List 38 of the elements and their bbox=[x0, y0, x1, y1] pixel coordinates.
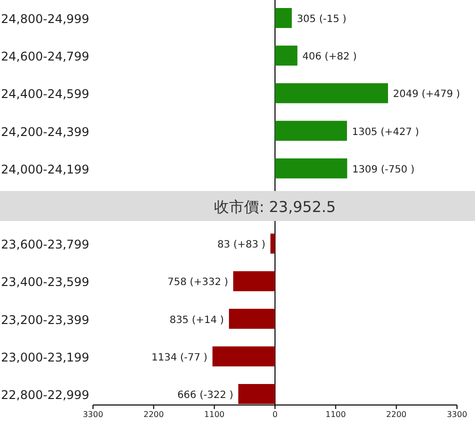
y-tick-label: 24,600-24,799 bbox=[1, 50, 90, 64]
y-tick-label: 24,800-24,999 bbox=[1, 12, 90, 26]
x-tick-label: 2200 bbox=[143, 410, 164, 419]
bar bbox=[270, 234, 275, 254]
y-tick-label: 24,400-24,599 bbox=[1, 87, 90, 102]
bar bbox=[212, 346, 275, 366]
y-tick-label: 24,000-24,199 bbox=[1, 162, 90, 176]
bar bbox=[275, 46, 298, 66]
data-label: 2049 (+479 ) bbox=[393, 89, 460, 100]
x-tick-label: 0 bbox=[272, 410, 278, 419]
bar bbox=[275, 158, 348, 178]
data-label: 1134 (-77 ) bbox=[152, 352, 208, 364]
bar bbox=[228, 308, 275, 329]
x-tick-label: 1100 bbox=[204, 410, 225, 419]
data-label: 1305 (+427 ) bbox=[352, 126, 420, 138]
y-tick-label: 23,600-23,799 bbox=[1, 238, 90, 252]
x-tick-label: 2200 bbox=[386, 410, 407, 419]
data-label: 406 (+82 ) bbox=[302, 52, 357, 63]
band-label: 收市價: 23,952.5 bbox=[214, 198, 336, 216]
y-tick-label: 23,400-23,599 bbox=[1, 275, 90, 290]
x-tick-label: 3300 bbox=[446, 410, 468, 419]
y-tick-label: 24,200-24,399 bbox=[1, 124, 90, 139]
bar bbox=[238, 384, 275, 404]
data-label: 305 (-15 ) bbox=[296, 14, 346, 25]
y-tick-label: 23,200-23,399 bbox=[1, 312, 90, 327]
bar bbox=[275, 120, 347, 141]
x-tick-label: 3300 bbox=[82, 410, 104, 419]
bar bbox=[233, 271, 275, 292]
x-tick-label: 1100 bbox=[325, 410, 346, 419]
data-label: 666 (-322 ) bbox=[177, 390, 234, 401]
data-label: 835 (+14 ) bbox=[170, 314, 224, 326]
bar bbox=[275, 8, 292, 28]
y-tick-label: 23,000-23,199 bbox=[1, 350, 90, 364]
data-label: 83 (+83 ) bbox=[217, 240, 266, 251]
data-label: 758 (+332 ) bbox=[167, 277, 228, 288]
data-label: 1309 (-750 ) bbox=[352, 164, 415, 176]
bar bbox=[275, 83, 388, 104]
y-tick-label: 22,800-22,999 bbox=[1, 388, 90, 402]
